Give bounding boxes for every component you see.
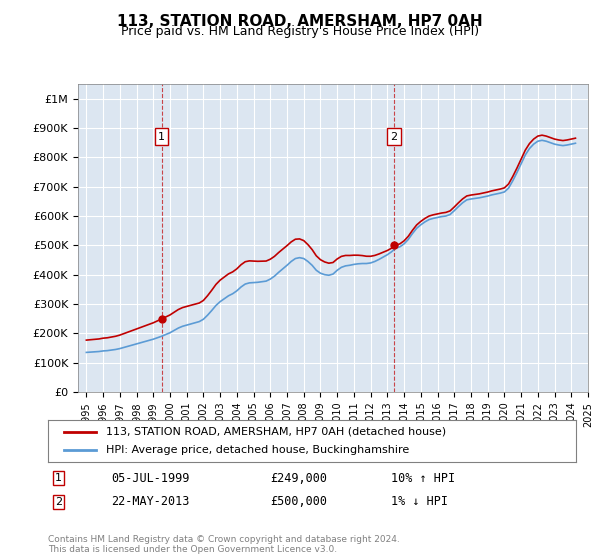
Text: HPI: Average price, detached house, Buckinghamshire: HPI: Average price, detached house, Buck… bbox=[106, 445, 409, 455]
Text: 113, STATION ROAD, AMERSHAM, HP7 0AH: 113, STATION ROAD, AMERSHAM, HP7 0AH bbox=[117, 14, 483, 29]
Text: £500,000: £500,000 bbox=[270, 496, 327, 508]
Text: 1% ↓ HPI: 1% ↓ HPI bbox=[391, 496, 448, 508]
Text: Contains HM Land Registry data © Crown copyright and database right 2024.
This d: Contains HM Land Registry data © Crown c… bbox=[48, 535, 400, 554]
Text: 05-JUL-1999: 05-JUL-1999 bbox=[112, 472, 190, 484]
Text: Price paid vs. HM Land Registry's House Price Index (HPI): Price paid vs. HM Land Registry's House … bbox=[121, 25, 479, 38]
Text: 1: 1 bbox=[55, 473, 62, 483]
Text: 2: 2 bbox=[391, 132, 398, 142]
Text: 2: 2 bbox=[55, 497, 62, 507]
Text: 1: 1 bbox=[158, 132, 165, 142]
Text: 22-MAY-2013: 22-MAY-2013 bbox=[112, 496, 190, 508]
Text: 10% ↑ HPI: 10% ↑ HPI bbox=[391, 472, 455, 484]
Text: £249,000: £249,000 bbox=[270, 472, 327, 484]
Text: 113, STATION ROAD, AMERSHAM, HP7 0AH (detached house): 113, STATION ROAD, AMERSHAM, HP7 0AH (de… bbox=[106, 427, 446, 437]
